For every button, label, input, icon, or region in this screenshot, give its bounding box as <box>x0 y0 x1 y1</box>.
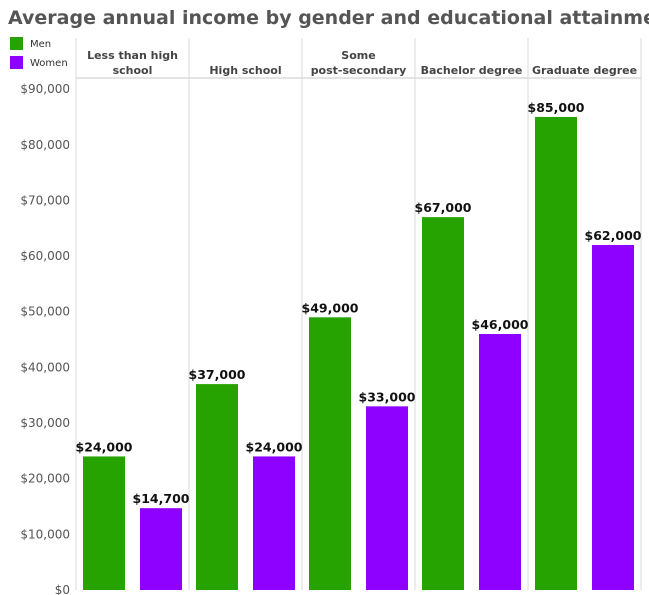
bar-women <box>253 456 295 590</box>
data-label-women: $33,000 <box>359 389 416 404</box>
data-label-women: $46,000 <box>472 317 529 332</box>
y-tick-label: $90,000 <box>20 82 70 96</box>
y-tick-label: $70,000 <box>20 193 70 207</box>
category-label: Graduate degree <box>532 64 637 77</box>
data-labels: $24,000 $37,000 $49,000 $67,000 $85,000 $14,7… <box>76 100 642 506</box>
y-tick-label: $60,000 <box>20 249 70 263</box>
y-tick-label: $50,000 <box>20 305 70 319</box>
y-tick-label: $30,000 <box>20 416 70 430</box>
legend-swatch-women <box>10 56 23 69</box>
bar-men <box>422 217 464 590</box>
data-label-men: $67,000 <box>415 200 472 215</box>
bar-men <box>535 116 577 591</box>
y-axis-ticks: $0 $10,000 $20,000 $30,000 $40,000 $50,000 $60… <box>20 82 70 595</box>
legend-swatch-men <box>10 37 23 50</box>
data-label-men: $49,000 <box>302 300 359 315</box>
chart-title: Average annual income by gender and educ… <box>8 7 649 29</box>
data-label-men: $24,000 <box>76 439 133 454</box>
bar-men <box>83 456 125 590</box>
y-tick-label: $20,000 <box>20 472 70 486</box>
bar-women <box>140 508 182 590</box>
legend-label-men: Men <box>30 39 51 50</box>
data-label-women: $62,000 <box>585 228 642 243</box>
data-label-men: $37,000 <box>189 367 246 382</box>
data-label-women: $24,000 <box>246 439 303 454</box>
y-tick-label: $0 <box>55 583 70 595</box>
y-tick-label: $40,000 <box>20 360 70 374</box>
bar-men <box>196 384 238 590</box>
category-label: Less than high school <box>87 49 178 77</box>
category-headers: Less than high school High school Some post-… <box>87 49 637 77</box>
bar-women <box>592 244 634 590</box>
category-label: High school <box>209 64 281 77</box>
y-tick-label: $80,000 <box>20 138 70 152</box>
data-label-men: $85,000 <box>528 100 585 115</box>
y-tick-label: $10,000 <box>20 527 70 541</box>
bar-women <box>479 334 521 590</box>
legend-label-women: Women <box>30 58 68 69</box>
category-label: Some post-secondary <box>311 49 407 77</box>
axes <box>75 38 642 590</box>
bar-women <box>366 406 408 590</box>
bar-men <box>309 317 351 590</box>
bars <box>83 116 634 591</box>
category-label: Bachelor degree <box>421 64 523 77</box>
data-label-women: $14,700 <box>133 491 190 506</box>
legend: Men Women <box>10 37 68 69</box>
